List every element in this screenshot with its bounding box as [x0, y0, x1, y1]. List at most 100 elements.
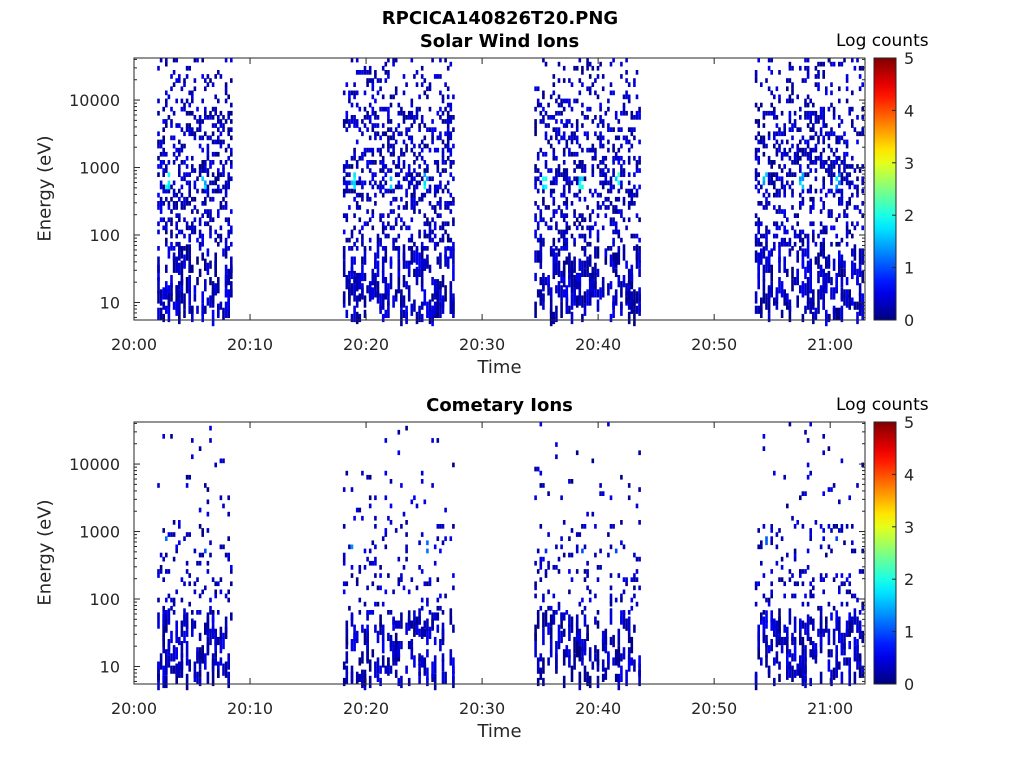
spectrogram-cell — [436, 536, 440, 541]
spectrogram-cell — [835, 233, 838, 239]
spectrogram-cell — [178, 188, 181, 194]
spectrogram-cell — [389, 94, 393, 100]
spectrogram-cell — [622, 110, 626, 116]
spectrogram-cell — [835, 241, 838, 247]
spectrogram-cell — [397, 164, 401, 169]
spectrogram-cell — [573, 241, 576, 247]
spectrogram-cell — [381, 293, 385, 310]
spectrogram-cell — [622, 168, 626, 173]
spectrogram-cell — [444, 201, 447, 206]
spectrogram-cell — [358, 313, 362, 323]
spectrogram-cell — [167, 217, 171, 223]
spectrogram-cell — [614, 209, 618, 214]
spectrogram-cell — [840, 305, 844, 323]
spectrogram-cell — [405, 127, 408, 132]
spectrogram-cell — [374, 601, 377, 607]
spectrogram-cell — [757, 544, 760, 550]
spectrogram-cell — [791, 593, 794, 599]
spectrogram-cell — [767, 57, 771, 63]
spectrogram-cell — [170, 106, 173, 112]
spectrogram-cell — [617, 196, 621, 202]
spectrogram-cell — [788, 127, 792, 132]
spectrogram-cell — [840, 201, 844, 206]
spectrogram-cell — [601, 673, 605, 682]
spectrogram-cell — [368, 196, 372, 202]
spectrogram-cell — [622, 102, 626, 108]
spectrogram-cell — [157, 291, 160, 304]
spectrogram-cell — [405, 147, 408, 153]
spectrogram-cell — [536, 205, 540, 210]
colorbar-tick-label: 3 — [904, 154, 914, 173]
spectrogram-cell — [835, 307, 838, 320]
spectrogram-cell — [809, 421, 812, 427]
spectrogram-cell — [806, 172, 810, 177]
spectrogram-cell — [630, 143, 634, 149]
spectrogram-cell — [381, 176, 385, 182]
spectrogram-cell — [770, 569, 773, 574]
spectrogram-cell — [387, 57, 390, 63]
spectrogram-cell — [788, 649, 792, 658]
spectrogram-cell — [806, 624, 810, 641]
spectrogram-cell — [832, 115, 836, 120]
spectrogram-cell — [793, 616, 797, 633]
spectrogram-cell — [625, 225, 628, 231]
spectrogram-cell — [568, 151, 571, 157]
spectrogram-cell — [817, 115, 820, 120]
spectrogram-cell — [765, 78, 768, 83]
spectrogram-cell — [415, 184, 419, 190]
spectrogram-cell — [413, 620, 416, 637]
spectrogram-cell — [622, 275, 626, 288]
spectrogram-cell — [557, 556, 561, 562]
spectrogram-cell — [843, 209, 846, 214]
spectrogram-cell — [348, 205, 351, 210]
spectrogram-cell — [804, 233, 807, 239]
spectrogram-cell — [539, 483, 543, 488]
spectrogram-cell — [363, 115, 367, 120]
spectrogram-cell — [570, 293, 574, 310]
spectrogram-cell — [830, 287, 833, 300]
spectrogram-cell — [754, 241, 758, 247]
spectrogram-cell — [630, 275, 634, 288]
spectrogram-cell — [379, 573, 382, 578]
spectrogram-cell — [394, 237, 398, 243]
spectrogram-cell — [167, 246, 171, 259]
spectrogram-cell — [861, 131, 864, 137]
spectrogram-cell — [848, 184, 851, 190]
spectrogram-cell — [198, 233, 202, 239]
spectrogram-cell — [799, 233, 802, 239]
spectrogram-cell — [806, 233, 810, 239]
spectrogram-cell — [627, 647, 631, 660]
spectrogram-cell — [224, 301, 228, 318]
spectrogram-cell — [539, 217, 543, 223]
spectrogram-cell — [428, 610, 432, 615]
spectrogram-cell — [578, 628, 582, 646]
spectrogram-cell — [222, 139, 225, 145]
spectrogram-cell — [193, 229, 197, 235]
spectrogram-cell — [204, 622, 207, 635]
spectrogram-cell — [609, 313, 613, 323]
spectrogram-cell — [452, 462, 455, 468]
spectrogram-cell — [379, 78, 382, 83]
spectrogram-cell — [633, 577, 636, 582]
spectrogram-cell — [172, 556, 176, 562]
spectrogram-cell — [363, 151, 367, 157]
spectrogram-cell — [575, 225, 579, 231]
spectrogram-cell — [436, 279, 440, 292]
spectrogram-cell — [418, 628, 421, 637]
spectrogram-cell — [348, 270, 351, 284]
spectrogram-cell — [861, 270, 864, 284]
spectrogram-cell — [366, 115, 369, 120]
spectrogram-cell — [172, 601, 176, 607]
spectrogram-cell — [578, 180, 582, 186]
spectrogram-cell — [350, 665, 354, 682]
spectrogram-cell — [165, 119, 168, 124]
spectrogram-cell — [638, 260, 641, 269]
spectrogram-cell — [219, 201, 223, 206]
spectrogram-cell — [765, 293, 768, 310]
spectrogram-cell — [799, 139, 802, 145]
spectrogram-cell — [562, 65, 566, 71]
spectrogram-cell — [175, 256, 178, 273]
spectrogram-cell — [452, 293, 455, 302]
spectrogram-cell — [410, 250, 414, 263]
spectrogram-cell — [222, 196, 225, 202]
